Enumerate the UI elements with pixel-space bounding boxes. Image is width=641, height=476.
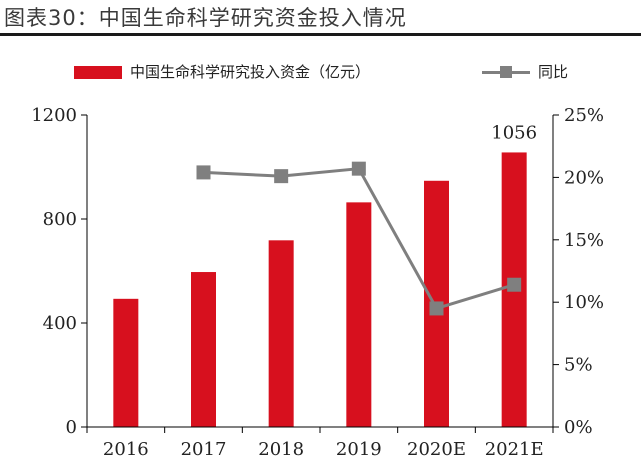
title-rule bbox=[0, 33, 641, 36]
left-tick-label-0: 0 bbox=[66, 417, 77, 438]
left-tick-label-800: 800 bbox=[43, 209, 77, 230]
right-tick-label-5: 5% bbox=[564, 355, 593, 376]
x-tick-label-2018: 2018 bbox=[258, 439, 304, 460]
bar-2019 bbox=[346, 202, 372, 427]
legend-bar-label: 中国生命科学研究投入资金（亿元） bbox=[130, 63, 371, 81]
x-tick-label-2016: 2016 bbox=[103, 439, 149, 460]
legend-bar-swatch bbox=[74, 66, 122, 79]
right-tick-label-20: 20% bbox=[564, 167, 604, 188]
left-tick-label-1200: 1200 bbox=[31, 105, 77, 126]
x-tick-label-2017: 2017 bbox=[181, 439, 227, 460]
right-tick-label-0: 0% bbox=[564, 417, 593, 438]
yoy-marker-2020E bbox=[429, 301, 444, 316]
bar-2018 bbox=[268, 240, 294, 427]
right-tick-label-25: 25% bbox=[564, 105, 604, 126]
legend-line-label: 同比 bbox=[538, 63, 569, 81]
yoy-marker-2017 bbox=[196, 165, 211, 180]
yoy-marker-2019 bbox=[351, 161, 366, 176]
right-tick-label-10: 10% bbox=[564, 292, 604, 313]
chart-legend: 中国生命科学研究投入资金（亿元） 同比 bbox=[0, 60, 641, 84]
x-tick-label-2021E: 2021E bbox=[485, 439, 544, 460]
yoy-marker-2021E bbox=[507, 277, 522, 292]
bar-2016 bbox=[113, 298, 139, 427]
yoy-marker-2018 bbox=[274, 169, 289, 184]
left-tick-label-400: 400 bbox=[43, 313, 77, 334]
x-tick-label-2020E: 2020E bbox=[407, 439, 466, 460]
bar-2017 bbox=[191, 272, 216, 427]
x-tick-label-2019: 2019 bbox=[336, 439, 382, 460]
figure-title: 图表30：中国生命科学研究资金投入情况 bbox=[4, 6, 407, 30]
data-label-2021E: 1056 bbox=[491, 122, 537, 143]
legend-line-marker bbox=[500, 66, 512, 78]
right-tick-label-15: 15% bbox=[564, 230, 604, 251]
